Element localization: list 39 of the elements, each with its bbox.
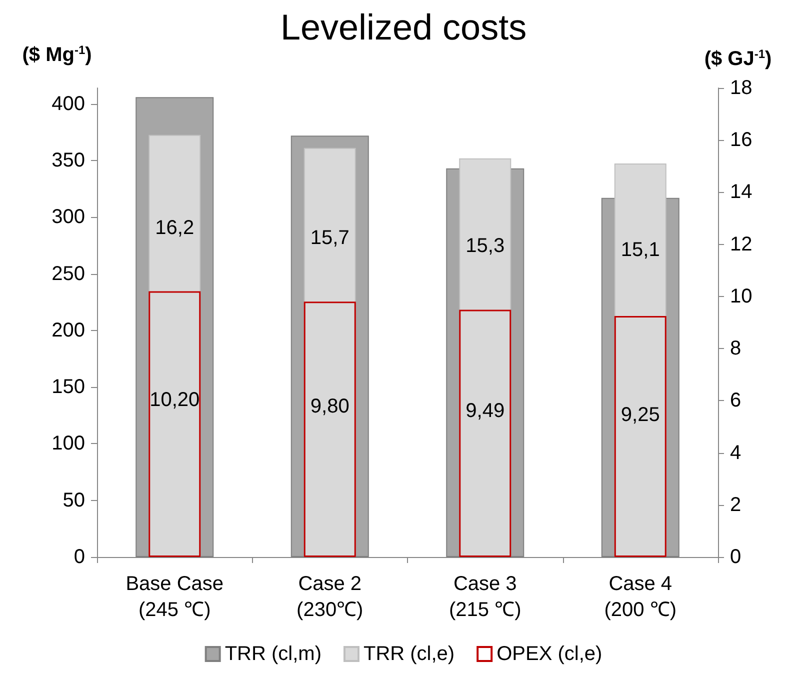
x-tick-label: Case 3 (215 ℃) [449, 573, 522, 621]
y2-tick-label: 18 [730, 77, 752, 99]
y-tick-label: 50 [62, 489, 85, 512]
chart-title: Levelized costs [280, 6, 527, 48]
y-tick-label: 350 [52, 150, 85, 172]
y2-tick-label: 10 [730, 285, 752, 308]
y-tick-label: 200 [52, 319, 85, 342]
y2-tick-label: 8 [730, 338, 742, 360]
bar [614, 316, 666, 557]
y-tick-label: 250 [52, 262, 85, 285]
y2-tick-label: 12 [730, 233, 752, 256]
data-label: 9,49 [466, 400, 505, 422]
y2-tick-label: 16 [730, 129, 752, 152]
y2-tick-label: 14 [730, 181, 752, 204]
bar [459, 310, 512, 557]
data-label: 15,7 [310, 226, 350, 249]
data-label: 9,80 [310, 395, 350, 418]
bar [304, 302, 356, 557]
data-label: 15,3 [466, 235, 505, 258]
y2-tick-label: 0 [730, 546, 742, 568]
y2-tick-label: 2 [730, 494, 742, 516]
y-tick-label: 300 [52, 206, 85, 228]
y2-tick-label: 6 [730, 390, 742, 412]
data-label: 16,2 [155, 216, 194, 239]
y-tick-label: 150 [52, 376, 85, 398]
y-tick-label: 100 [52, 432, 85, 455]
x-tick-label: Base Case (245 ℃) [126, 573, 224, 621]
legend-label: TRR (cl,m) [224, 643, 322, 665]
data-label: 15,1 [620, 239, 660, 262]
x-tick-label: Case 4 (200 ℃) [604, 573, 676, 621]
legend-label: TRR (cl,e) [363, 643, 455, 665]
bar [148, 291, 201, 557]
data-label: 9,25 [620, 404, 660, 426]
legend-label: OPEX (cl,e) [496, 643, 602, 665]
data-label: 10,20 [150, 389, 200, 412]
y-tick-label: 400 [52, 92, 85, 115]
x-tick-label: Case 2 (230℃) [296, 573, 364, 621]
y2-tick-label: 4 [730, 442, 742, 464]
y-tick-label: 0 [74, 546, 85, 568]
